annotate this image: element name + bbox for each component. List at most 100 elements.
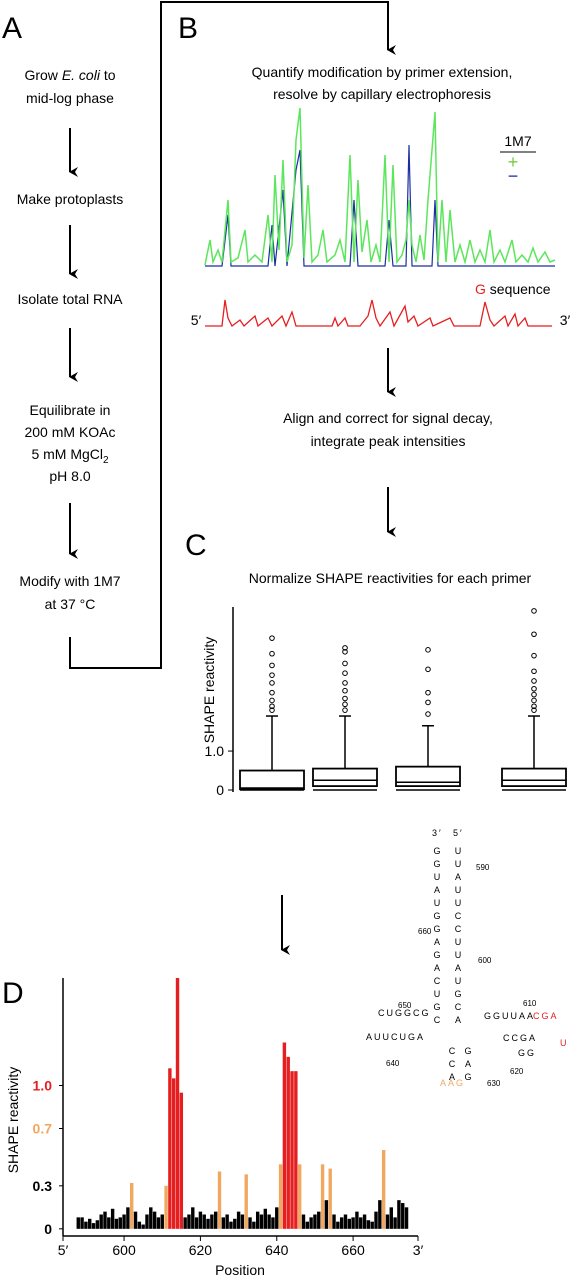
position-number: 590 bbox=[476, 863, 490, 872]
bar bbox=[255, 1211, 260, 1229]
bar bbox=[233, 1218, 237, 1229]
bar bbox=[378, 1200, 382, 1229]
nucleotides: UUAUUCCUUAUGCA bbox=[453, 846, 463, 1028]
outlier bbox=[531, 652, 537, 659]
bar bbox=[309, 1217, 313, 1229]
position-number: 600 bbox=[478, 956, 492, 965]
x-tick-label: 600 bbox=[112, 1242, 136, 1258]
chart-title: Normalize SHAPE reactivities for each pr… bbox=[249, 570, 532, 586]
bar bbox=[244, 1174, 248, 1229]
outlier bbox=[342, 695, 348, 702]
y-axis-label: SHAPE reactivity bbox=[5, 1067, 21, 1174]
bar bbox=[114, 1218, 119, 1229]
outlier bbox=[531, 707, 537, 713]
outlier bbox=[531, 608, 537, 614]
bar bbox=[191, 1207, 195, 1229]
nucleotides: 5′ bbox=[453, 828, 464, 838]
y-tick-label: 1.0 bbox=[205, 743, 225, 759]
bar bbox=[221, 1217, 226, 1229]
outlier bbox=[342, 645, 348, 651]
bar bbox=[160, 1214, 164, 1229]
bar bbox=[374, 1211, 378, 1229]
outlier bbox=[342, 701, 348, 708]
bar bbox=[401, 1203, 405, 1229]
bar bbox=[263, 1208, 268, 1229]
step: pH 8.0 bbox=[49, 468, 90, 484]
bar bbox=[370, 1221, 374, 1229]
bar bbox=[252, 1221, 256, 1229]
outlier bbox=[531, 697, 537, 704]
x-tick-label: 3′ bbox=[413, 1242, 424, 1258]
outlier bbox=[342, 680, 348, 686]
outlier bbox=[531, 685, 537, 692]
x-axis-label: Position bbox=[215, 1262, 265, 1278]
panel-label: D bbox=[2, 977, 24, 1010]
bar bbox=[156, 1217, 161, 1229]
bar bbox=[267, 1214, 271, 1229]
bar bbox=[202, 1214, 206, 1229]
bar bbox=[343, 1214, 348, 1229]
x-tick-label: 5′ bbox=[58, 1242, 69, 1258]
nucleotides: U bbox=[560, 1038, 569, 1048]
bar bbox=[229, 1221, 233, 1229]
panel-label: A bbox=[2, 12, 22, 45]
position-number: 620 bbox=[510, 1067, 524, 1076]
bar bbox=[355, 1211, 359, 1229]
outlier bbox=[531, 703, 537, 710]
bar bbox=[294, 1071, 298, 1229]
bar bbox=[107, 1217, 111, 1229]
legend-plus: + bbox=[508, 152, 519, 172]
bar bbox=[149, 1207, 153, 1229]
nucleotides: AUUCUGA bbox=[366, 1032, 425, 1042]
bar bbox=[381, 1150, 386, 1229]
sequence-text: sequence bbox=[486, 281, 551, 297]
outlier bbox=[531, 668, 537, 675]
nucleotides: CCGA bbox=[503, 1033, 537, 1043]
bar bbox=[141, 1224, 145, 1229]
sequence-label: G sequence bbox=[475, 281, 551, 297]
nucleotides: CUGGCG bbox=[378, 1008, 431, 1018]
y-tick-label: 0.3 bbox=[33, 1178, 53, 1194]
outlier bbox=[342, 707, 348, 713]
step-text: Grow bbox=[24, 67, 61, 83]
outlier bbox=[269, 635, 275, 641]
step: mid-log phase bbox=[26, 90, 114, 106]
bar bbox=[133, 1211, 138, 1229]
step-text: 5 mM MgCl bbox=[31, 446, 103, 462]
box bbox=[501, 767, 567, 788]
step-text: to bbox=[100, 67, 116, 83]
outlier bbox=[342, 648, 348, 655]
bar bbox=[359, 1217, 363, 1229]
bar bbox=[76, 1217, 80, 1229]
bar bbox=[84, 1221, 88, 1229]
outlier bbox=[531, 631, 537, 638]
outlier bbox=[342, 670, 348, 676]
box bbox=[312, 767, 378, 788]
bar bbox=[282, 1042, 287, 1229]
strand-end: 5′ bbox=[191, 312, 202, 328]
nucleotides: GGUUAA bbox=[484, 1011, 535, 1021]
nucleotides: CCA bbox=[447, 1046, 457, 1085]
connector bbox=[69, 1, 396, 669]
bar bbox=[179, 1092, 184, 1229]
step: Grow E. coli to bbox=[24, 67, 115, 83]
arrows bbox=[69, 1, 396, 955]
bar bbox=[240, 1214, 245, 1229]
legend-minus: − bbox=[508, 166, 519, 186]
position-number: 650 bbox=[398, 1001, 412, 1010]
trace-plus bbox=[204, 107, 556, 266]
step: Make protoplasts bbox=[17, 191, 124, 207]
trace-minus bbox=[205, 144, 555, 267]
outlier bbox=[342, 687, 348, 694]
bar bbox=[397, 1200, 401, 1229]
step: Equilibrate in bbox=[30, 402, 111, 418]
nucleotides: AAG bbox=[440, 1078, 465, 1088]
bar bbox=[145, 1214, 149, 1229]
bar bbox=[206, 1218, 210, 1229]
position-number: 630 bbox=[487, 1079, 501, 1088]
outlier bbox=[425, 647, 431, 653]
bar bbox=[301, 1214, 306, 1229]
x-tick-label: 640 bbox=[265, 1242, 289, 1258]
step: 5 mM MgCl2 bbox=[31, 446, 109, 466]
outlier bbox=[269, 689, 275, 696]
